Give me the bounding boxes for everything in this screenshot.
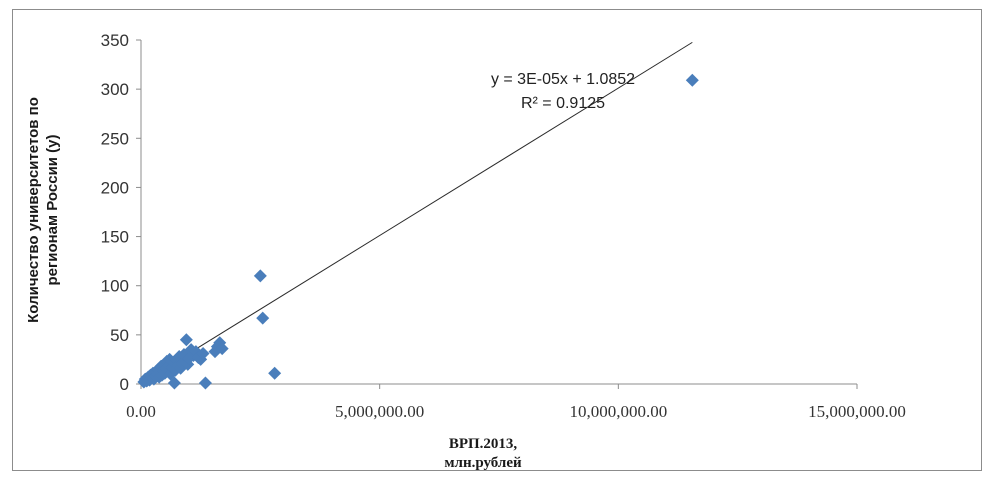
trendline-r2: R² = 0.9125: [521, 95, 605, 112]
y-tick-label: 250: [101, 129, 129, 148]
trendline-equation: y = 3E-05x + 1.0852: [491, 71, 635, 88]
y-tick-label: 50: [110, 326, 129, 345]
trendline-group: [143, 41, 693, 382]
x-tick-label: 0.00: [126, 402, 156, 421]
y-tick-label: 350: [101, 31, 129, 50]
linear-trendline: [143, 41, 693, 382]
x-axis-label-line-2: млн.рублей: [444, 455, 522, 471]
chart-frame: [12, 9, 982, 471]
chart-axes: [136, 39, 858, 389]
data-point-marker: [268, 366, 282, 380]
y-tick-label: 0: [120, 375, 129, 394]
data-point-marker: [215, 342, 229, 356]
y-axis-label: Количество университетов по регионам Рос…: [25, 97, 61, 323]
x-tick-labels: 0.00 5,000,000.00 10,000,000.00 15,000,000.…: [126, 402, 906, 421]
y-tick-label: 200: [101, 178, 129, 197]
y-axis-label-line-1: Количество университетов по: [25, 97, 42, 323]
x-tick-label: 5,000,000.00: [335, 402, 424, 421]
data-point-marker: [167, 376, 181, 390]
y-axis-label-line-2: регионам России (у): [44, 134, 61, 285]
data-point-marker: [685, 73, 699, 87]
data-point-marker: [256, 311, 270, 325]
x-axis-label-line-1: ВРП.2013,: [449, 436, 518, 452]
y-tick-labels: 0 50 100 150 200 250 300 350: [101, 31, 129, 394]
y-tick-label: 150: [101, 228, 129, 247]
data-point-marker: [196, 347, 210, 361]
data-point-marker: [253, 269, 267, 283]
x-tick-label: 10,000,000.00: [569, 402, 667, 421]
y-tick-label: 100: [101, 277, 129, 296]
data-points: [137, 73, 699, 390]
data-point-marker: [179, 333, 193, 347]
y-tick-label: 300: [101, 80, 129, 99]
data-point-marker: [198, 376, 212, 390]
x-tick-label: 15,000,000.00: [808, 402, 906, 421]
